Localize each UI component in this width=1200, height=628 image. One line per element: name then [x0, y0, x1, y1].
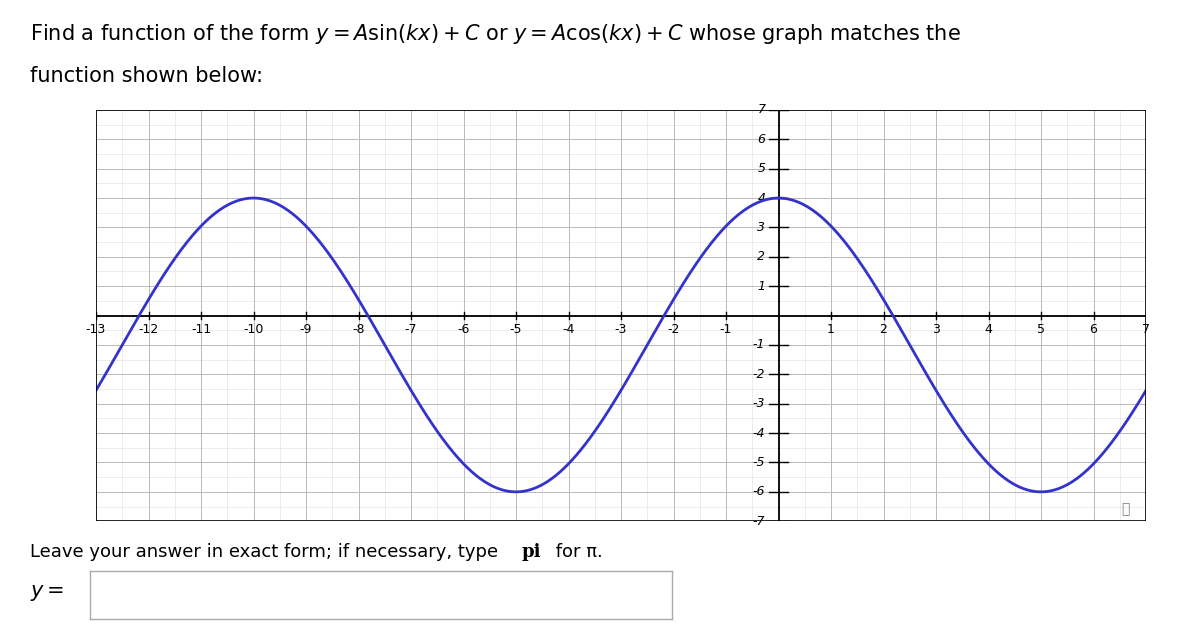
Text: 7: 7: [1142, 323, 1150, 336]
Text: function shown below:: function shown below:: [30, 66, 263, 86]
Text: -9: -9: [300, 323, 312, 336]
Text: -13: -13: [86, 323, 106, 336]
Text: 1: 1: [827, 323, 835, 336]
Text: 7: 7: [757, 104, 766, 116]
Text: Find a function of the form $y = A\sin(kx) + C$ or $y = A\cos(kx) + C$ whose gra: Find a function of the form $y = A\sin(k…: [30, 22, 961, 46]
Text: 4: 4: [984, 323, 992, 336]
Text: 3: 3: [932, 323, 940, 336]
Text: 6: 6: [757, 133, 766, 146]
Text: -11: -11: [191, 323, 211, 336]
Text: 6: 6: [1090, 323, 1098, 336]
Text: -7: -7: [752, 515, 766, 528]
Text: -3: -3: [614, 323, 628, 336]
Text: for π.: for π.: [550, 543, 602, 561]
Text: -6: -6: [457, 323, 469, 336]
Text: -12: -12: [138, 323, 158, 336]
Text: $y =$: $y =$: [30, 583, 65, 604]
Text: 1: 1: [757, 279, 766, 293]
Text: 5: 5: [1037, 323, 1045, 336]
Text: -5: -5: [752, 456, 766, 469]
Text: -4: -4: [752, 426, 766, 440]
Text: -1: -1: [720, 323, 732, 336]
Text: 2: 2: [880, 323, 888, 336]
Text: -6: -6: [752, 485, 766, 499]
Text: 3: 3: [757, 221, 766, 234]
Text: 🔍: 🔍: [1121, 502, 1129, 516]
Text: -2: -2: [752, 368, 766, 381]
Text: -2: -2: [667, 323, 679, 336]
Text: Leave your answer in exact form; if necessary, type: Leave your answer in exact form; if nece…: [30, 543, 504, 561]
Text: pi: pi: [522, 543, 541, 561]
Text: -5: -5: [510, 323, 522, 336]
Text: -1: -1: [752, 338, 766, 352]
Text: 2: 2: [757, 251, 766, 263]
Text: -10: -10: [244, 323, 264, 336]
Text: 5: 5: [757, 162, 766, 175]
Text: -8: -8: [353, 323, 365, 336]
Text: -7: -7: [404, 323, 418, 336]
Text: 4: 4: [757, 192, 766, 205]
Text: -4: -4: [563, 323, 575, 336]
Text: -3: -3: [752, 398, 766, 410]
